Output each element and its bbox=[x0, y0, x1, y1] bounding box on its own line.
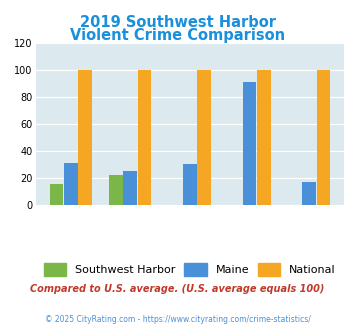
Bar bbox=[302, 182, 316, 205]
Bar bbox=[197, 70, 211, 205]
Bar bbox=[243, 82, 256, 205]
Bar bbox=[138, 70, 152, 205]
Text: Violent Crime Comparison: Violent Crime Comparison bbox=[70, 28, 285, 43]
Bar bbox=[183, 164, 197, 205]
Text: 2019 Southwest Harbor: 2019 Southwest Harbor bbox=[80, 15, 275, 30]
Bar bbox=[50, 184, 63, 205]
Text: © 2025 CityRating.com - https://www.cityrating.com/crime-statistics/: © 2025 CityRating.com - https://www.city… bbox=[45, 315, 310, 324]
Bar bbox=[109, 175, 123, 205]
Bar bbox=[317, 70, 330, 205]
Bar bbox=[257, 70, 271, 205]
Bar bbox=[64, 163, 77, 205]
Bar bbox=[78, 70, 92, 205]
Text: Compared to U.S. average. (U.S. average equals 100): Compared to U.S. average. (U.S. average … bbox=[30, 284, 325, 294]
Legend: Southwest Harbor, Maine, National: Southwest Harbor, Maine, National bbox=[40, 259, 340, 280]
Bar bbox=[124, 171, 137, 205]
